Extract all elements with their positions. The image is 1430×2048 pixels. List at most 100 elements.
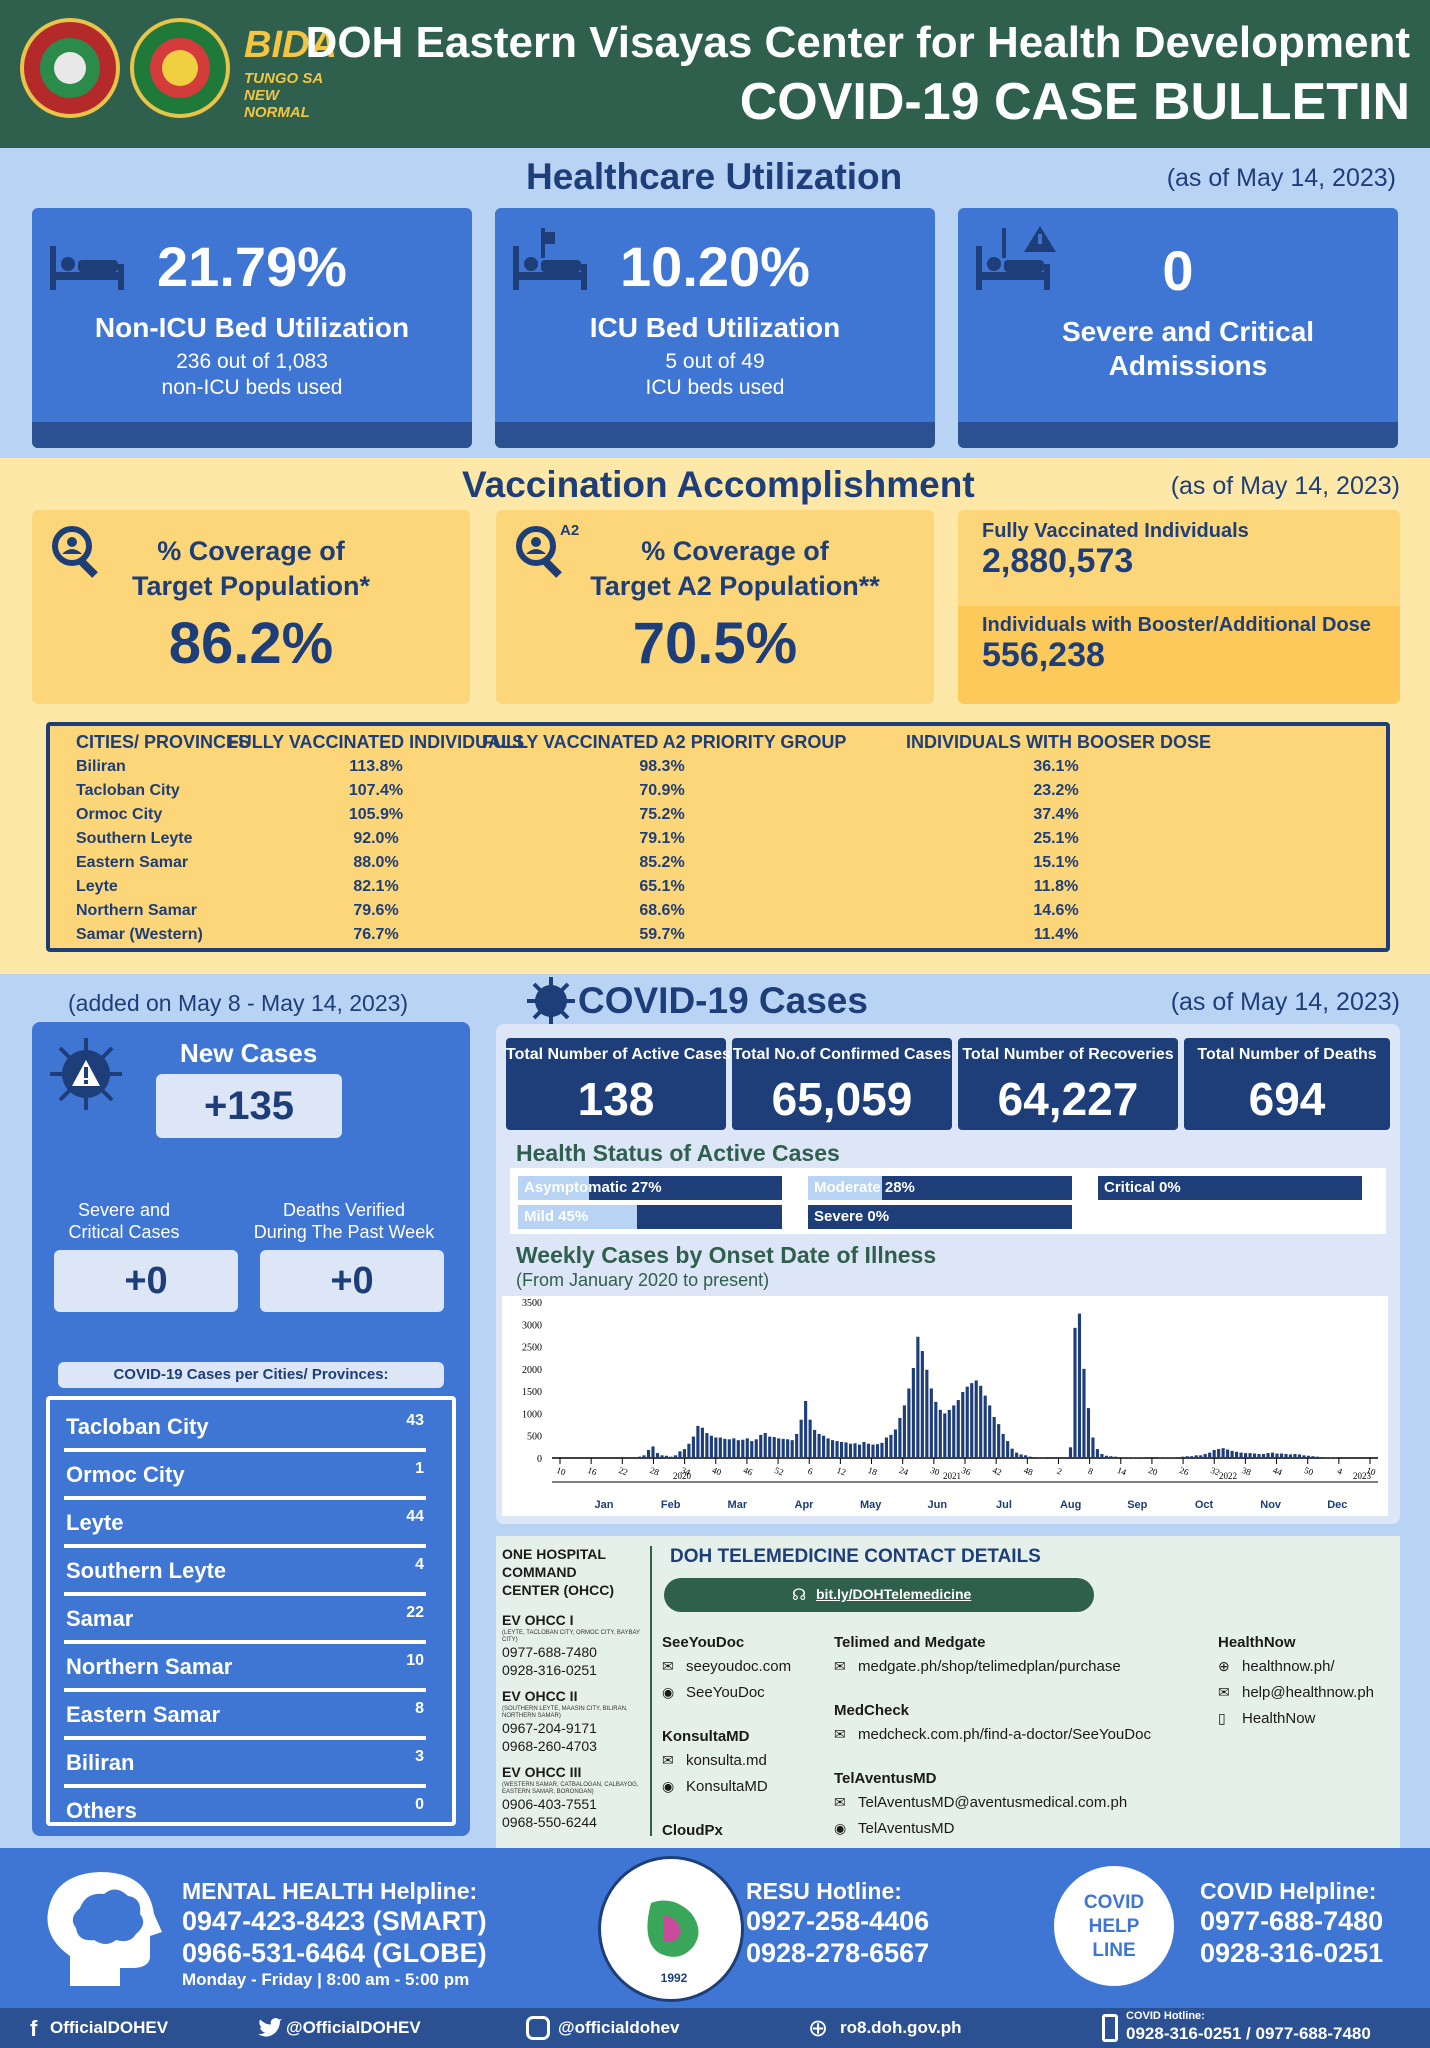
globe-icon: ⊕ — [1218, 1658, 1230, 1674]
chart-bar — [696, 1425, 700, 1458]
mild-fill — [518, 1205, 637, 1229]
chart-bar — [1181, 1456, 1185, 1458]
x-month-label: Sep — [1127, 1499, 1147, 1511]
ohcc-name: EV OHCC III — [502, 1764, 582, 1780]
chart-bar — [763, 1433, 767, 1458]
chart-bar — [705, 1433, 709, 1458]
chart-bar — [1068, 1447, 1073, 1458]
x-week-tick-label: 46 — [742, 1465, 754, 1478]
ohcc-list: EV OHCC I (LEYTE, TACLOBAN CITY, ORMOC CI… — [502, 1612, 648, 1842]
provider-contact[interactable]: KonsultaMD — [686, 1778, 768, 1795]
resu-year: 1992 — [660, 1971, 688, 1985]
city-name: Tacloban City — [66, 1414, 209, 1439]
chart-bar — [736, 1440, 740, 1458]
x-year-label: 2022 — [1219, 1471, 1237, 1481]
telemedicine-link[interactable]: ☊ bit.ly/DOHTelemedicine — [664, 1578, 1094, 1612]
chart-bar — [934, 1401, 938, 1458]
provider-contact[interactable]: konsulta.md — [686, 1752, 767, 1769]
table-row-label: Southern Leyte — [76, 830, 193, 847]
table-cell: 105.9% — [348, 806, 404, 823]
coverage-a2-label-1: % Coverage of — [641, 536, 829, 566]
globe-icon: ⊕ — [808, 2015, 829, 2042]
weekly-chart-subtitle: (From January 2020 to present) — [516, 1270, 770, 1290]
provider-contact[interactable]: HealthNow — [1242, 1710, 1316, 1727]
table-row-label: Leyte — [76, 878, 118, 895]
table-cell: 85.2% — [639, 854, 685, 871]
mental-health-number-2[interactable]: 0966-531-6464 (GLOBE) — [182, 1938, 487, 1968]
ohcc-areas: (SOUTHERN LEYTE, MAASIN CITY, BILIRAN, N… — [502, 1706, 628, 1719]
x-week-tick-label: 10 — [1365, 1465, 1377, 1478]
chart-bar — [1010, 1448, 1014, 1458]
city-name: Biliran — [66, 1750, 135, 1775]
city-row: Northern Samar 10 — [64, 1644, 426, 1692]
chart-bar — [1266, 1453, 1270, 1458]
resu-number-2[interactable]: 0928-278-6567 — [746, 1938, 930, 1968]
provider-contact[interactable]: healthnow.ph/ — [1242, 1658, 1335, 1675]
chart-bar — [718, 1437, 722, 1458]
chart-bar — [1311, 1456, 1315, 1458]
page-title: DOH Eastern Visayas Center for Health De… — [305, 18, 1410, 67]
chart-bar — [646, 1449, 651, 1458]
chart-bar — [853, 1443, 857, 1458]
chart-bar — [754, 1439, 758, 1458]
y-tick-label: 2500 — [522, 1343, 542, 1354]
ohcc-phone[interactable]: 0928-316-0251 — [502, 1662, 597, 1678]
provider-contact[interactable]: help@healthnow.ph — [1242, 1684, 1374, 1701]
provider-name: Telimed and Medgate — [834, 1634, 986, 1651]
chart-bar — [1190, 1456, 1194, 1458]
recoveries-card: Total Number of Recoveries 64,227 — [958, 1038, 1178, 1130]
resu-seal-logo: 1992 — [598, 1856, 744, 2002]
x-week-tick-label: 4 — [1336, 1466, 1344, 1477]
table-cell: 82.1% — [353, 878, 399, 895]
mental-health-number-1[interactable]: 0947-423-8423 (SMART) — [182, 1906, 487, 1936]
ohcc-phone[interactable]: 0967-204-9171 — [502, 1720, 597, 1736]
covid-badge-text-3: LINE — [1092, 1940, 1136, 1961]
booster-card: Individuals with Booster/Additional Dose… — [958, 606, 1400, 704]
ohcc-phone[interactable]: 0906-403-7551 — [502, 1796, 597, 1812]
city-row: Ormoc City 1 — [64, 1452, 426, 1500]
icu-label: ICU Bed Utilization — [589, 312, 841, 343]
provider-contact[interactable]: TelAventusMD — [858, 1820, 955, 1837]
virus-warning-icon — [50, 1038, 122, 1110]
ohcc-phone[interactable]: 0977-688-7480 — [502, 1644, 597, 1660]
provider-contact[interactable]: seeyoudoc.com — [686, 1658, 792, 1675]
chart-bar — [790, 1440, 794, 1458]
provider-name: TelAventusMD — [834, 1770, 937, 1787]
x-month-label: Jul — [996, 1499, 1012, 1511]
covid-helpline-number-1[interactable]: 0977-688-7480 — [1200, 1906, 1384, 1936]
non-icu-percent: 21.79% — [157, 235, 347, 298]
provider-contact[interactable]: SeeYouDoc — [686, 1684, 765, 1701]
ohcc-phone[interactable]: 0968-260-4703 — [502, 1738, 597, 1754]
card-footer — [32, 422, 472, 448]
covid-hotline-numbers[interactable]: 0928-316-0251 / 0977-688-7480 — [1126, 2024, 1371, 2043]
covid-helpline-number-2[interactable]: 0928-316-0251 — [1200, 1938, 1384, 1968]
provider-contact[interactable]: medcheck.com.ph/find-a-doctor/SeeYouDoc — [858, 1726, 1151, 1743]
chart-bar — [1091, 1437, 1095, 1458]
facebook-link[interactable]: OfficialDOHEV — [50, 2018, 169, 2037]
coverage-a2-label-2: Target A2 Population** — [590, 571, 880, 601]
website-link[interactable]: ro8.doh.gov.ph — [840, 2018, 962, 2037]
instagram-link[interactable]: @officialdohev — [558, 2018, 680, 2037]
cases-as-of: (as of May 14, 2023) — [1170, 988, 1400, 1016]
card-footer — [958, 422, 1398, 448]
x-week-tick-label: 22 — [617, 1465, 629, 1477]
city-case-count: 0 — [415, 1796, 424, 1813]
resu-label: RESU Hotline: — [746, 1878, 902, 1904]
provider-contact[interactable]: TelAventusMD@aventusmedical.com.ph — [858, 1794, 1128, 1811]
social-bar: f OfficialDOHEV @OfficialDOHEV @official… — [0, 2008, 1430, 2048]
provider-contact[interactable]: medgate.ph/shop/telimedplan/purchase — [858, 1658, 1121, 1675]
chart-bar — [822, 1435, 826, 1458]
city-case-count: 1 — [415, 1460, 424, 1477]
x-month-label: Oct — [1195, 1499, 1214, 1511]
messenger-icon: ◉ — [834, 1820, 847, 1836]
chart-bar — [929, 1388, 933, 1458]
new-cases-value: +135 — [156, 1074, 342, 1138]
table-cell: 98.3% — [639, 758, 685, 775]
y-tick-label: 1000 — [522, 1409, 542, 1420]
confirmed-cases-value: 65,059 — [771, 1073, 913, 1125]
twitter-link[interactable]: @OfficialDOHEV — [286, 2018, 421, 2037]
ohcc-phone[interactable]: 0968-550-6244 — [502, 1814, 597, 1830]
city-case-count: 22 — [406, 1604, 424, 1621]
provider-name: HealthNow — [1218, 1634, 1296, 1651]
resu-number-1[interactable]: 0927-258-4406 — [746, 1906, 930, 1936]
